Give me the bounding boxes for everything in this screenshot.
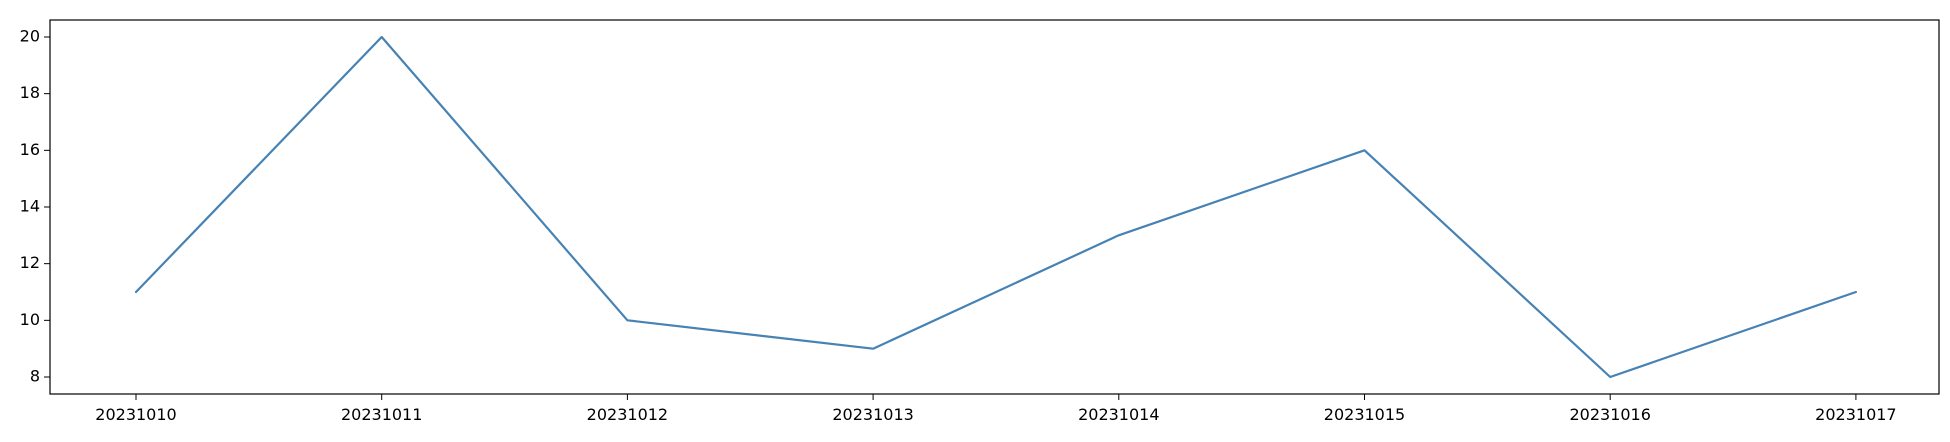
x-tick-label: 20231010 [95,405,176,424]
x-tick-label: 20231017 [1815,405,1896,424]
y-tick-label: 16 [20,140,40,159]
plot-frame [49,19,1940,395]
series-layer [134,35,1858,379]
y-tick-label: 12 [20,253,40,272]
y-tick-label: 10 [20,310,40,329]
x-tick-label: 20231015 [1324,405,1405,424]
y-tick-label: 14 [20,197,40,216]
x-tick-label: 20231011 [341,405,422,424]
x-tick-label: 20231014 [1078,405,1159,424]
x-tick-label: 20231012 [587,405,668,424]
y-tick-label: 20 [20,27,40,46]
plot-area [50,20,1939,394]
x-axis: 20231010 20231011 20231012 20231013 20231014… [95,394,1897,424]
series-line [134,35,1858,379]
x-tick-label: 20231016 [1569,405,1650,424]
y-tick-label: 8 [30,367,40,386]
x-tick-label: 20231013 [832,405,913,424]
y-tick-label: 18 [20,83,40,102]
y-axis: 8 10 12 14 16 18 20 [20,27,50,386]
